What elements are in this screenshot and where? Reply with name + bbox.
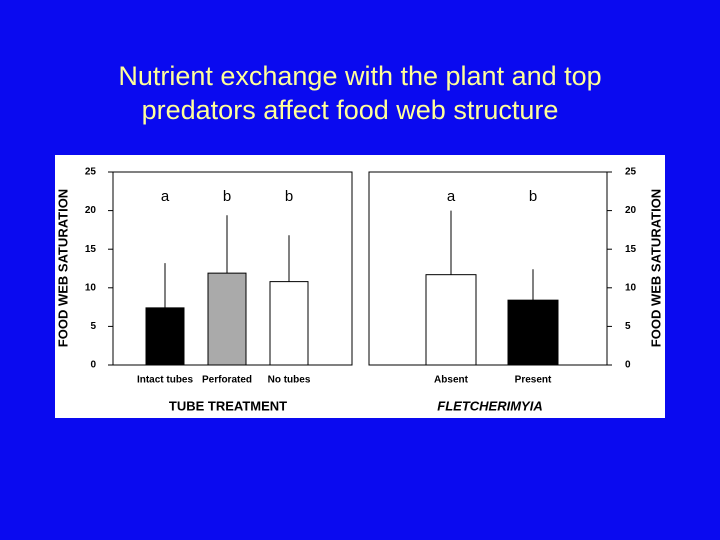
bar (207, 272, 247, 366)
bar (425, 274, 477, 366)
x-tick-label: Perforated (202, 375, 252, 386)
slide-title: Nutrient exchange with the plant and top (118, 61, 601, 91)
significance-letter: b (223, 188, 231, 205)
bar (269, 281, 309, 366)
y-axis-title: FOOD WEB SATURATION (648, 189, 663, 347)
slide-title: predators affect food web structure (142, 95, 559, 125)
y-tick-label: 5 (625, 321, 631, 332)
y-tick-label: 5 (90, 321, 96, 332)
y-tick-label: 10 (85, 282, 97, 293)
x-tick-label: Intact tubes (137, 375, 194, 386)
y-tick-label: 10 (625, 282, 637, 293)
x-tick-label: Absent (434, 375, 469, 386)
significance-letter: b (529, 188, 537, 205)
y-tick-label: 15 (625, 244, 637, 255)
y-tick-label: 15 (85, 244, 97, 255)
x-axis-title: TUBE TREATMENT (169, 398, 287, 413)
y-tick-label: 0 (90, 360, 96, 371)
x-tick-label: No tubes (268, 375, 311, 386)
y-tick-label: 25 (625, 167, 637, 178)
x-tick-label: Present (515, 375, 552, 386)
significance-letter: b (285, 188, 293, 205)
chart-panel (55, 155, 665, 418)
significance-letter: a (161, 188, 170, 205)
bar (145, 307, 185, 366)
y-tick-label: 20 (85, 205, 97, 216)
y-tick-label: 25 (85, 167, 97, 178)
bar (507, 299, 559, 366)
y-axis-title: FOOD WEB SATURATION (55, 189, 70, 347)
plot-frame (368, 171, 608, 366)
y-tick-label: 20 (625, 205, 637, 216)
y-tick-label: 0 (625, 360, 631, 371)
x-axis-title: FLETCHERIMYIA (437, 398, 542, 413)
significance-letter: a (447, 188, 456, 205)
